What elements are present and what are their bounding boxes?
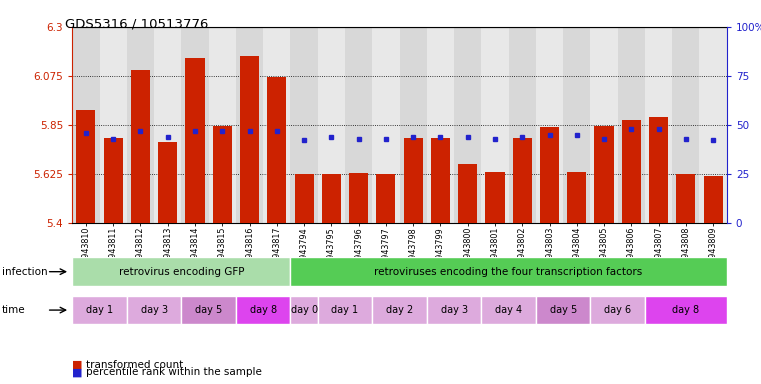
Bar — [427, 27, 454, 223]
Text: infection: infection — [2, 266, 47, 277]
Bar — [482, 27, 508, 223]
Bar — [154, 27, 181, 223]
Bar — [186, 58, 205, 223]
Text: day 8: day 8 — [672, 305, 699, 315]
Bar — [567, 172, 586, 223]
Bar — [486, 172, 505, 223]
Bar — [454, 27, 482, 223]
Bar — [508, 27, 536, 223]
Bar — [100, 27, 127, 223]
Text: retrovirus encoding GFP: retrovirus encoding GFP — [119, 266, 244, 277]
Text: day 5: day 5 — [549, 305, 577, 315]
Bar — [704, 176, 723, 223]
Bar — [645, 296, 727, 324]
Text: ■: ■ — [72, 367, 83, 377]
Bar — [649, 117, 668, 223]
Bar — [322, 174, 341, 223]
Bar — [622, 121, 641, 223]
Bar — [291, 27, 318, 223]
Bar — [127, 296, 181, 324]
Text: day 8: day 8 — [250, 305, 277, 315]
Bar — [345, 27, 372, 223]
Bar — [645, 27, 672, 223]
Bar — [213, 126, 232, 223]
Bar — [513, 138, 532, 223]
Bar — [127, 27, 154, 223]
Text: time: time — [2, 305, 25, 315]
Text: day 4: day 4 — [495, 305, 522, 315]
Text: day 0: day 0 — [291, 305, 317, 315]
Bar — [591, 296, 645, 324]
Bar — [240, 56, 259, 223]
Text: retroviruses encoding the four transcription factors: retroviruses encoding the four transcrip… — [374, 266, 643, 277]
Bar — [563, 27, 591, 223]
Bar — [236, 27, 263, 223]
Bar — [372, 27, 400, 223]
Text: day 3: day 3 — [141, 305, 167, 315]
Bar — [699, 27, 727, 223]
Text: GDS5316 / 10513776: GDS5316 / 10513776 — [65, 17, 208, 30]
Bar — [427, 296, 482, 324]
Bar — [536, 296, 591, 324]
Text: day 1: day 1 — [86, 305, 113, 315]
Bar — [540, 127, 559, 223]
Bar — [181, 296, 236, 324]
Bar — [209, 27, 236, 223]
Bar — [431, 138, 450, 223]
Bar — [291, 296, 318, 324]
Bar — [618, 27, 645, 223]
Bar — [295, 174, 314, 223]
Text: percentile rank within the sample: percentile rank within the sample — [86, 367, 262, 377]
Bar — [76, 109, 95, 223]
Bar — [677, 174, 696, 223]
Bar — [318, 296, 372, 324]
Bar — [403, 138, 422, 223]
Bar — [267, 77, 286, 223]
Text: day 2: day 2 — [386, 305, 413, 315]
Text: day 1: day 1 — [332, 305, 358, 315]
Bar — [72, 27, 100, 223]
Bar — [482, 296, 536, 324]
Bar — [318, 27, 345, 223]
Bar — [72, 296, 127, 324]
Bar — [131, 70, 150, 223]
Text: ■: ■ — [72, 360, 83, 370]
Bar — [591, 27, 618, 223]
Bar — [458, 164, 477, 223]
Bar — [536, 27, 563, 223]
Text: day 3: day 3 — [441, 305, 467, 315]
Bar — [349, 173, 368, 223]
Bar — [181, 27, 209, 223]
Bar — [400, 27, 427, 223]
Text: day 5: day 5 — [195, 305, 222, 315]
Bar — [72, 257, 291, 286]
Bar — [236, 296, 291, 324]
Bar — [263, 27, 291, 223]
Bar — [103, 138, 123, 223]
Bar — [377, 174, 396, 223]
Bar — [291, 257, 727, 286]
Bar — [672, 27, 699, 223]
Text: transformed count: transformed count — [86, 360, 183, 370]
Bar — [594, 126, 613, 223]
Bar — [372, 296, 427, 324]
Text: day 6: day 6 — [604, 305, 631, 315]
Bar — [158, 142, 177, 223]
